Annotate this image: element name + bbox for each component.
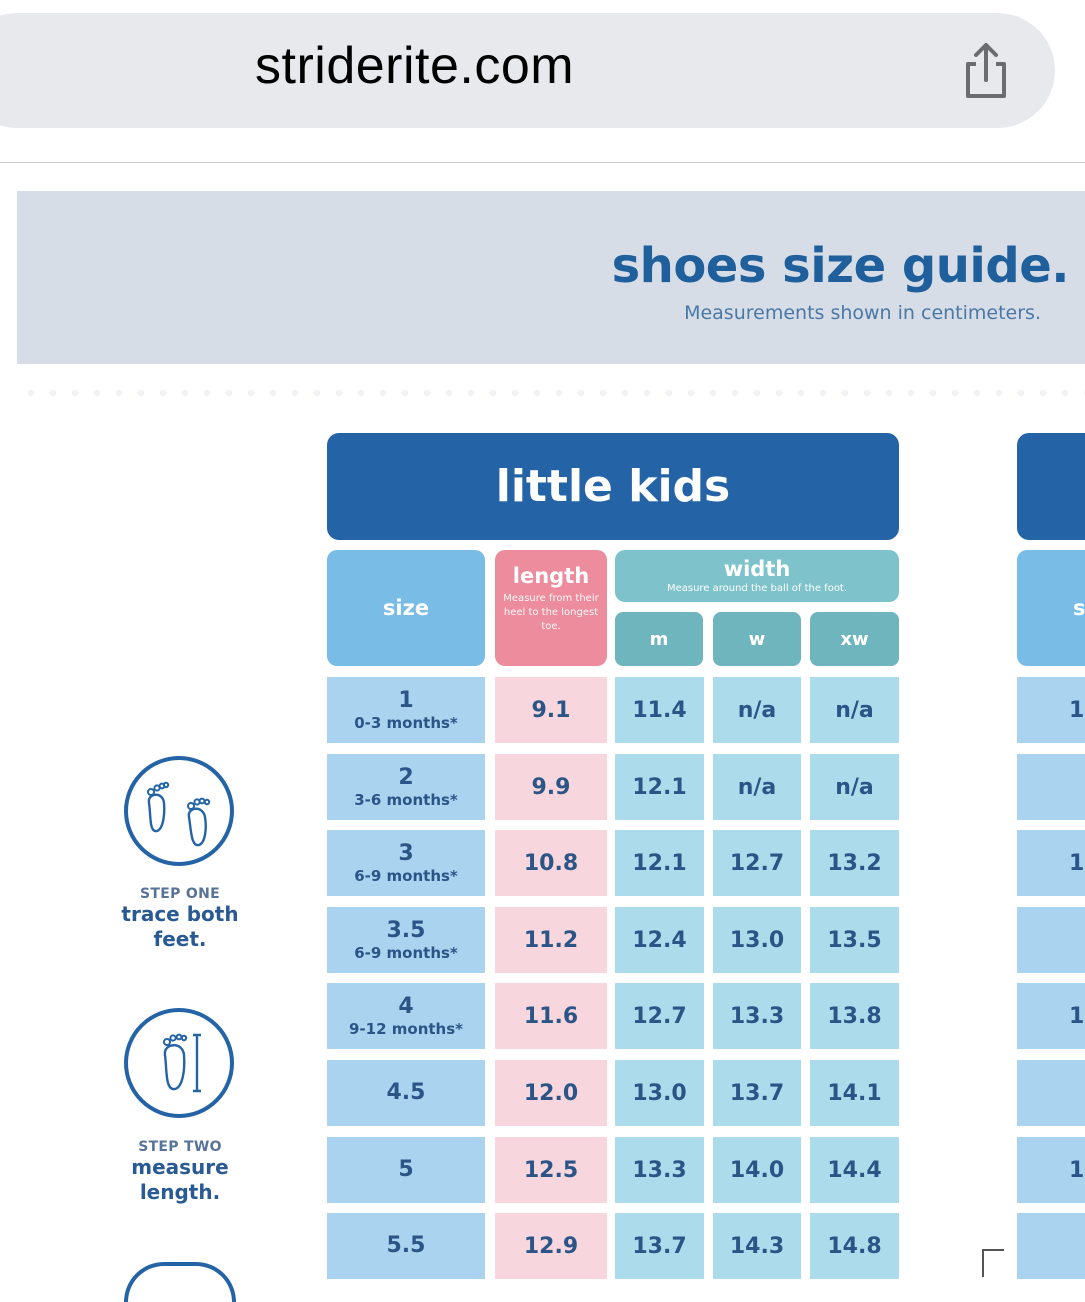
page-title: shoes size guide. (611, 238, 1070, 294)
size-value: 5.5 (386, 1233, 426, 1258)
width-w-cell: 14.0 (713, 1137, 801, 1203)
decorative-dots (20, 383, 1085, 403)
next-table-cell: 1 (1017, 830, 1085, 896)
size-value: 5 (398, 1157, 414, 1182)
width-w-header: w (713, 612, 801, 666)
ruler-foot-icon (124, 1008, 234, 1118)
step-one-kicker: STEP ONE (140, 886, 220, 902)
length-cell: 12.0 (495, 1060, 607, 1126)
width-xw-cell: 13.5 (810, 907, 899, 973)
width-column-header: width Measure around the ball of the foo… (615, 550, 899, 602)
width-xw-cell: 13.8 (810, 983, 899, 1049)
size-cell: 4.5 (327, 1060, 485, 1126)
step-one-label: STEP ONE trace both feet. (100, 886, 260, 952)
step-one-text: trace both feet. (121, 902, 239, 951)
width-m-cell: 12.1 (615, 754, 704, 820)
width-w-cell: n/a (713, 754, 801, 820)
width-xw-cell: 14.8 (810, 1213, 899, 1279)
next-table-cell (1017, 1213, 1085, 1279)
width-m-cell: 12.1 (615, 830, 704, 896)
length-cell: 12.9 (495, 1213, 607, 1279)
width-m-cell: 12.4 (615, 907, 704, 973)
width-m-header: m (615, 612, 703, 666)
width-xw-cell: n/a (810, 677, 899, 743)
size-cell: 5 (327, 1137, 485, 1203)
next-table-cell: 1( (1017, 677, 1085, 743)
age-range: 9-12 months* (349, 1020, 463, 1038)
width-xw-header: xw (810, 612, 899, 666)
length-cell: 9.1 (495, 677, 607, 743)
next-size-header: s (1017, 550, 1085, 666)
length-cell: 11.6 (495, 983, 607, 1049)
size-cell: 3 6-9 months* (327, 830, 485, 896)
width-header-label: width (723, 557, 791, 581)
address-bar[interactable] (0, 13, 1055, 128)
age-range: 6-9 months* (354, 944, 458, 962)
width-m-cell: 13.7 (615, 1213, 704, 1279)
width-w-cell: 13.0 (713, 907, 801, 973)
length-header-note: Measure from their heel to the longest t… (503, 593, 599, 632)
step-three-icon (124, 1262, 236, 1302)
size-value: 3 (398, 841, 414, 866)
next-table-cell (1017, 907, 1085, 973)
next-table-cell: 1 (1017, 983, 1085, 1049)
size-value: 4.5 (386, 1080, 426, 1105)
step-two-label: STEP TWO measure length. (100, 1139, 260, 1205)
length-cell: 11.2 (495, 907, 607, 973)
size-cell: 3.5 6-9 months* (327, 907, 485, 973)
next-table-cell (1017, 754, 1085, 820)
header-band (17, 191, 1085, 364)
step-two-text: measure length. (131, 1155, 229, 1204)
age-range: 3-6 months* (354, 791, 458, 809)
length-cell: 9.9 (495, 754, 607, 820)
next-table-cell: 1 (1017, 1137, 1085, 1203)
length-cell: 10.8 (495, 830, 607, 896)
width-header-note: Measure around the ball of the foot. (666, 583, 848, 594)
toolbar-divider (0, 162, 1085, 163)
size-cell: 2 3-6 months* (327, 754, 485, 820)
length-header-label: length (512, 564, 590, 588)
width-xw-cell: 13.2 (810, 830, 899, 896)
next-size-header-label: s (1073, 596, 1085, 620)
size-cell: 4 9-12 months* (327, 983, 485, 1049)
size-header-label: size (382, 596, 430, 620)
width-w-cell: 12.7 (713, 830, 801, 896)
width-w-cell: 13.3 (713, 983, 801, 1049)
step-two-kicker: STEP TWO (138, 1139, 222, 1155)
length-column-header: length Measure from their heel to the lo… (495, 550, 607, 666)
category-header: little kids (327, 433, 899, 540)
corner-mark (982, 1249, 1004, 1277)
size-value: 2 (398, 765, 414, 790)
width-m-cell: 11.4 (615, 677, 704, 743)
width-xw-cell: 14.1 (810, 1060, 899, 1126)
next-table-cell (1017, 1060, 1085, 1126)
width-xw-cell: 14.4 (810, 1137, 899, 1203)
size-column-header: size (327, 550, 485, 666)
url-text[interactable]: striderite.com (255, 37, 575, 95)
page-subtitle: Measurements shown in centimeters. (684, 302, 1041, 324)
width-w-cell: 13.7 (713, 1060, 801, 1126)
size-value: 3.5 (386, 918, 426, 943)
length-cell: 12.5 (495, 1137, 607, 1203)
age-range: 0-3 months* (354, 714, 458, 732)
width-m-cell: 12.7 (615, 983, 704, 1049)
next-category-header (1017, 433, 1085, 540)
size-value: 4 (398, 994, 414, 1019)
width-w-cell: n/a (713, 677, 801, 743)
size-cell: 5.5 (327, 1213, 485, 1279)
size-cell: 1 0-3 months* (327, 677, 485, 743)
width-m-cell: 13.3 (615, 1137, 704, 1203)
width-w-cell: 14.3 (713, 1213, 801, 1279)
width-m-cell: 13.0 (615, 1060, 704, 1126)
share-icon[interactable] (958, 40, 1014, 102)
size-value: 1 (398, 688, 414, 713)
age-range: 6-9 months* (354, 867, 458, 885)
feet-icon (124, 756, 234, 866)
width-xw-cell: n/a (810, 754, 899, 820)
